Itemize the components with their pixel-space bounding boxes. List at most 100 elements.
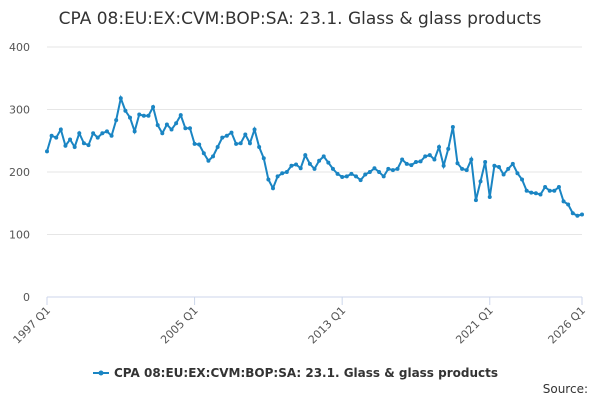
- point: [206, 158, 211, 163]
- point: [160, 131, 165, 136]
- x-tick-label: 2005 Q1: [158, 304, 201, 347]
- point: [330, 166, 335, 171]
- point: [169, 127, 174, 132]
- point: [109, 133, 114, 138]
- point: [363, 172, 368, 177]
- source: Source:: [543, 382, 588, 396]
- point: [469, 157, 474, 162]
- point: [81, 141, 86, 146]
- y-tick-label: 200: [9, 166, 30, 179]
- point: [54, 135, 59, 140]
- point: [552, 188, 557, 193]
- point: [413, 160, 418, 164]
- point: [354, 174, 359, 179]
- point: [275, 174, 280, 179]
- point: [372, 166, 377, 171]
- legend-marker: [98, 370, 104, 376]
- point: [543, 185, 548, 189]
- point: [427, 153, 432, 158]
- point: [201, 151, 206, 156]
- point: [307, 161, 312, 166]
- point: [261, 156, 266, 161]
- point: [317, 158, 322, 163]
- point: [220, 135, 225, 140]
- point: [211, 154, 216, 159]
- point: [128, 115, 133, 120]
- point: [492, 163, 497, 168]
- point: [432, 157, 437, 162]
- point: [524, 188, 529, 193]
- point: [377, 170, 382, 174]
- point: [506, 166, 511, 171]
- point: [566, 202, 571, 207]
- point: [72, 145, 77, 149]
- point: [367, 170, 372, 174]
- point: [580, 212, 584, 217]
- point: [100, 131, 105, 136]
- point: [437, 145, 442, 149]
- point: [118, 96, 123, 101]
- point: [137, 112, 142, 117]
- point: [520, 177, 525, 182]
- point: [58, 127, 63, 132]
- point: [570, 211, 575, 216]
- point: [326, 160, 331, 165]
- y-tick-label: 0: [23, 291, 30, 304]
- point: [450, 125, 455, 129]
- point: [95, 135, 100, 140]
- point: [496, 165, 501, 169]
- point: [515, 171, 520, 176]
- point: [344, 174, 349, 179]
- point: [243, 132, 248, 137]
- y-tick-label: 400: [9, 41, 30, 54]
- line: [46, 94, 583, 217]
- point: [164, 122, 169, 127]
- point: [455, 161, 460, 166]
- point: [266, 177, 271, 182]
- point: [395, 166, 400, 171]
- point: [561, 199, 566, 204]
- point: [257, 145, 262, 149]
- point: [187, 126, 192, 131]
- point: [340, 175, 345, 179]
- point: [229, 130, 234, 135]
- point: [418, 159, 423, 164]
- point: [312, 166, 317, 171]
- point: [381, 174, 386, 179]
- point: [298, 166, 303, 171]
- x-tick-label: 2021 Q1: [453, 304, 496, 347]
- point: [335, 171, 340, 176]
- point: [386, 166, 391, 171]
- point: [294, 162, 299, 167]
- point: [45, 149, 49, 154]
- point: [303, 153, 308, 158]
- point: [234, 141, 239, 146]
- legend-label: CPA 08:EU:EX:CVM:BOP:SA: 23.1. Glass & g…: [114, 366, 498, 380]
- point: [91, 131, 96, 136]
- point: [473, 198, 478, 203]
- y-tick-label: 300: [9, 104, 30, 117]
- point: [183, 126, 188, 131]
- x-tick-label: 1997 Q1: [11, 304, 54, 347]
- point: [538, 192, 543, 197]
- point: [400, 157, 405, 162]
- point: [146, 113, 151, 118]
- point: [238, 141, 243, 146]
- point: [423, 154, 428, 159]
- point: [533, 191, 538, 196]
- point: [114, 118, 119, 123]
- point: [280, 171, 285, 176]
- point: [529, 190, 534, 195]
- point: [441, 163, 446, 168]
- point: [104, 129, 109, 134]
- point: [556, 185, 561, 189]
- point: [123, 108, 128, 113]
- chart-title: CPA 08:EU:EX:CVM:BOP:SA: 23.1. Glass & g…: [59, 9, 542, 29]
- point: [270, 186, 275, 191]
- x-tick-label: 2013 Q1: [306, 304, 349, 347]
- point: [77, 131, 82, 136]
- point: [151, 105, 156, 109]
- point: [178, 113, 183, 118]
- point: [483, 160, 488, 164]
